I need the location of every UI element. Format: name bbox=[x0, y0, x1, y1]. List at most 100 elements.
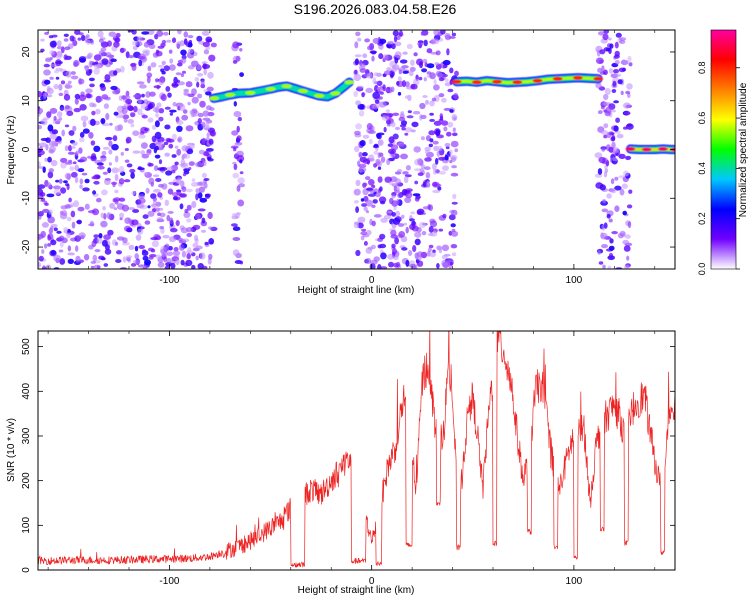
noise-blob bbox=[48, 168, 54, 173]
noise-blob bbox=[394, 186, 400, 192]
noise-blob bbox=[414, 168, 422, 172]
noise-blob bbox=[48, 35, 54, 39]
noise-blob bbox=[143, 171, 148, 176]
track-line bbox=[629, 147, 675, 151]
noise-blob bbox=[176, 237, 184, 241]
noise-blob bbox=[109, 122, 113, 126]
noise-blob bbox=[40, 230, 46, 238]
noise-blob bbox=[405, 188, 413, 193]
noise-blob bbox=[609, 238, 614, 244]
noise-blob bbox=[111, 143, 119, 151]
noise-blob bbox=[191, 201, 197, 208]
noise-blob bbox=[118, 165, 125, 174]
noise-blob bbox=[168, 236, 177, 243]
noise-blob bbox=[201, 172, 207, 179]
noise-blob bbox=[160, 248, 168, 255]
noise-blob bbox=[385, 109, 390, 113]
noise-blob bbox=[176, 79, 180, 83]
noise-blob bbox=[149, 91, 156, 97]
noise-blob bbox=[239, 48, 243, 52]
noise-blob bbox=[429, 138, 434, 143]
noise-blob bbox=[149, 142, 157, 150]
noise-blob bbox=[82, 121, 87, 128]
noise-blob bbox=[595, 82, 602, 89]
noise-blob bbox=[140, 150, 145, 156]
noise-blob bbox=[88, 60, 93, 68]
noise-blob bbox=[603, 134, 608, 139]
noise-blob bbox=[124, 148, 129, 151]
noise-blob bbox=[63, 180, 68, 184]
noise-blob bbox=[374, 99, 380, 104]
noise-blob bbox=[625, 155, 632, 160]
noise-blob bbox=[377, 244, 382, 249]
noise-blob bbox=[77, 168, 85, 173]
noise-blob bbox=[164, 265, 170, 269]
noise-blob bbox=[167, 210, 174, 214]
noise-blob bbox=[442, 64, 448, 69]
noise-blob bbox=[186, 253, 191, 260]
noise-blob bbox=[42, 208, 50, 213]
noise-blob bbox=[450, 156, 457, 163]
noise-blob bbox=[604, 88, 611, 95]
noise-blob bbox=[100, 212, 105, 219]
noise-blob bbox=[163, 65, 170, 72]
noise-blob bbox=[102, 146, 110, 150]
noise-blob bbox=[67, 252, 75, 256]
noise-blob bbox=[68, 197, 72, 203]
noise-blob bbox=[452, 193, 457, 200]
noise-blob bbox=[118, 197, 126, 202]
noise-blob bbox=[412, 193, 421, 197]
noise-blob bbox=[155, 178, 162, 182]
noise-blob bbox=[63, 227, 69, 232]
noise-blob bbox=[88, 68, 93, 74]
noise-blob bbox=[417, 157, 423, 164]
snr-plot-area bbox=[38, 331, 675, 570]
noise-blob bbox=[113, 207, 118, 211]
noise-blob bbox=[95, 95, 104, 103]
noise-blob bbox=[138, 193, 145, 199]
noise-blob bbox=[412, 110, 421, 115]
noise-blob bbox=[191, 88, 197, 96]
noise-blob bbox=[114, 155, 119, 163]
noise-blob bbox=[67, 151, 75, 155]
noise-blob bbox=[56, 118, 61, 124]
noise-blob bbox=[368, 138, 373, 145]
noise-blob bbox=[188, 48, 194, 54]
noise-blob bbox=[70, 71, 76, 75]
noise-blob bbox=[169, 112, 174, 116]
noise-blob bbox=[383, 214, 392, 220]
noise-blob bbox=[206, 132, 210, 138]
spectrogram-y-axis-label: Frequency (Hz) bbox=[6, 116, 17, 185]
noise-blob bbox=[438, 170, 447, 175]
noise-blob bbox=[451, 165, 457, 169]
noise-blob bbox=[40, 38, 45, 42]
noise-blob bbox=[132, 209, 140, 213]
noise-blob bbox=[412, 245, 417, 252]
noise-blob bbox=[358, 151, 363, 158]
noise-blob bbox=[416, 210, 423, 215]
spectrogram-noise bbox=[38, 30, 634, 269]
noise-blob bbox=[602, 101, 609, 107]
noise-blob bbox=[405, 226, 409, 234]
noise-blob bbox=[236, 185, 241, 192]
noise-blob bbox=[399, 124, 407, 128]
noise-blob bbox=[444, 142, 451, 147]
noise-blob bbox=[107, 229, 114, 236]
noise-blob bbox=[38, 211, 44, 217]
track-peak bbox=[208, 96, 219, 101]
noise-blob bbox=[90, 118, 96, 126]
noise-blob bbox=[432, 163, 437, 170]
noise-blob bbox=[451, 228, 456, 233]
noise-blob bbox=[168, 49, 173, 54]
noise-blob bbox=[391, 243, 396, 249]
noise-blob bbox=[65, 183, 70, 187]
y-tick-label: 200 bbox=[21, 472, 32, 489]
noise-blob bbox=[181, 145, 189, 152]
noise-blob bbox=[179, 244, 185, 251]
noise-blob bbox=[362, 134, 370, 139]
noise-blob bbox=[608, 245, 615, 251]
noise-blob bbox=[74, 164, 80, 172]
track-peak bbox=[512, 80, 523, 85]
noise-blob bbox=[232, 172, 240, 179]
noise-blob bbox=[152, 196, 157, 202]
